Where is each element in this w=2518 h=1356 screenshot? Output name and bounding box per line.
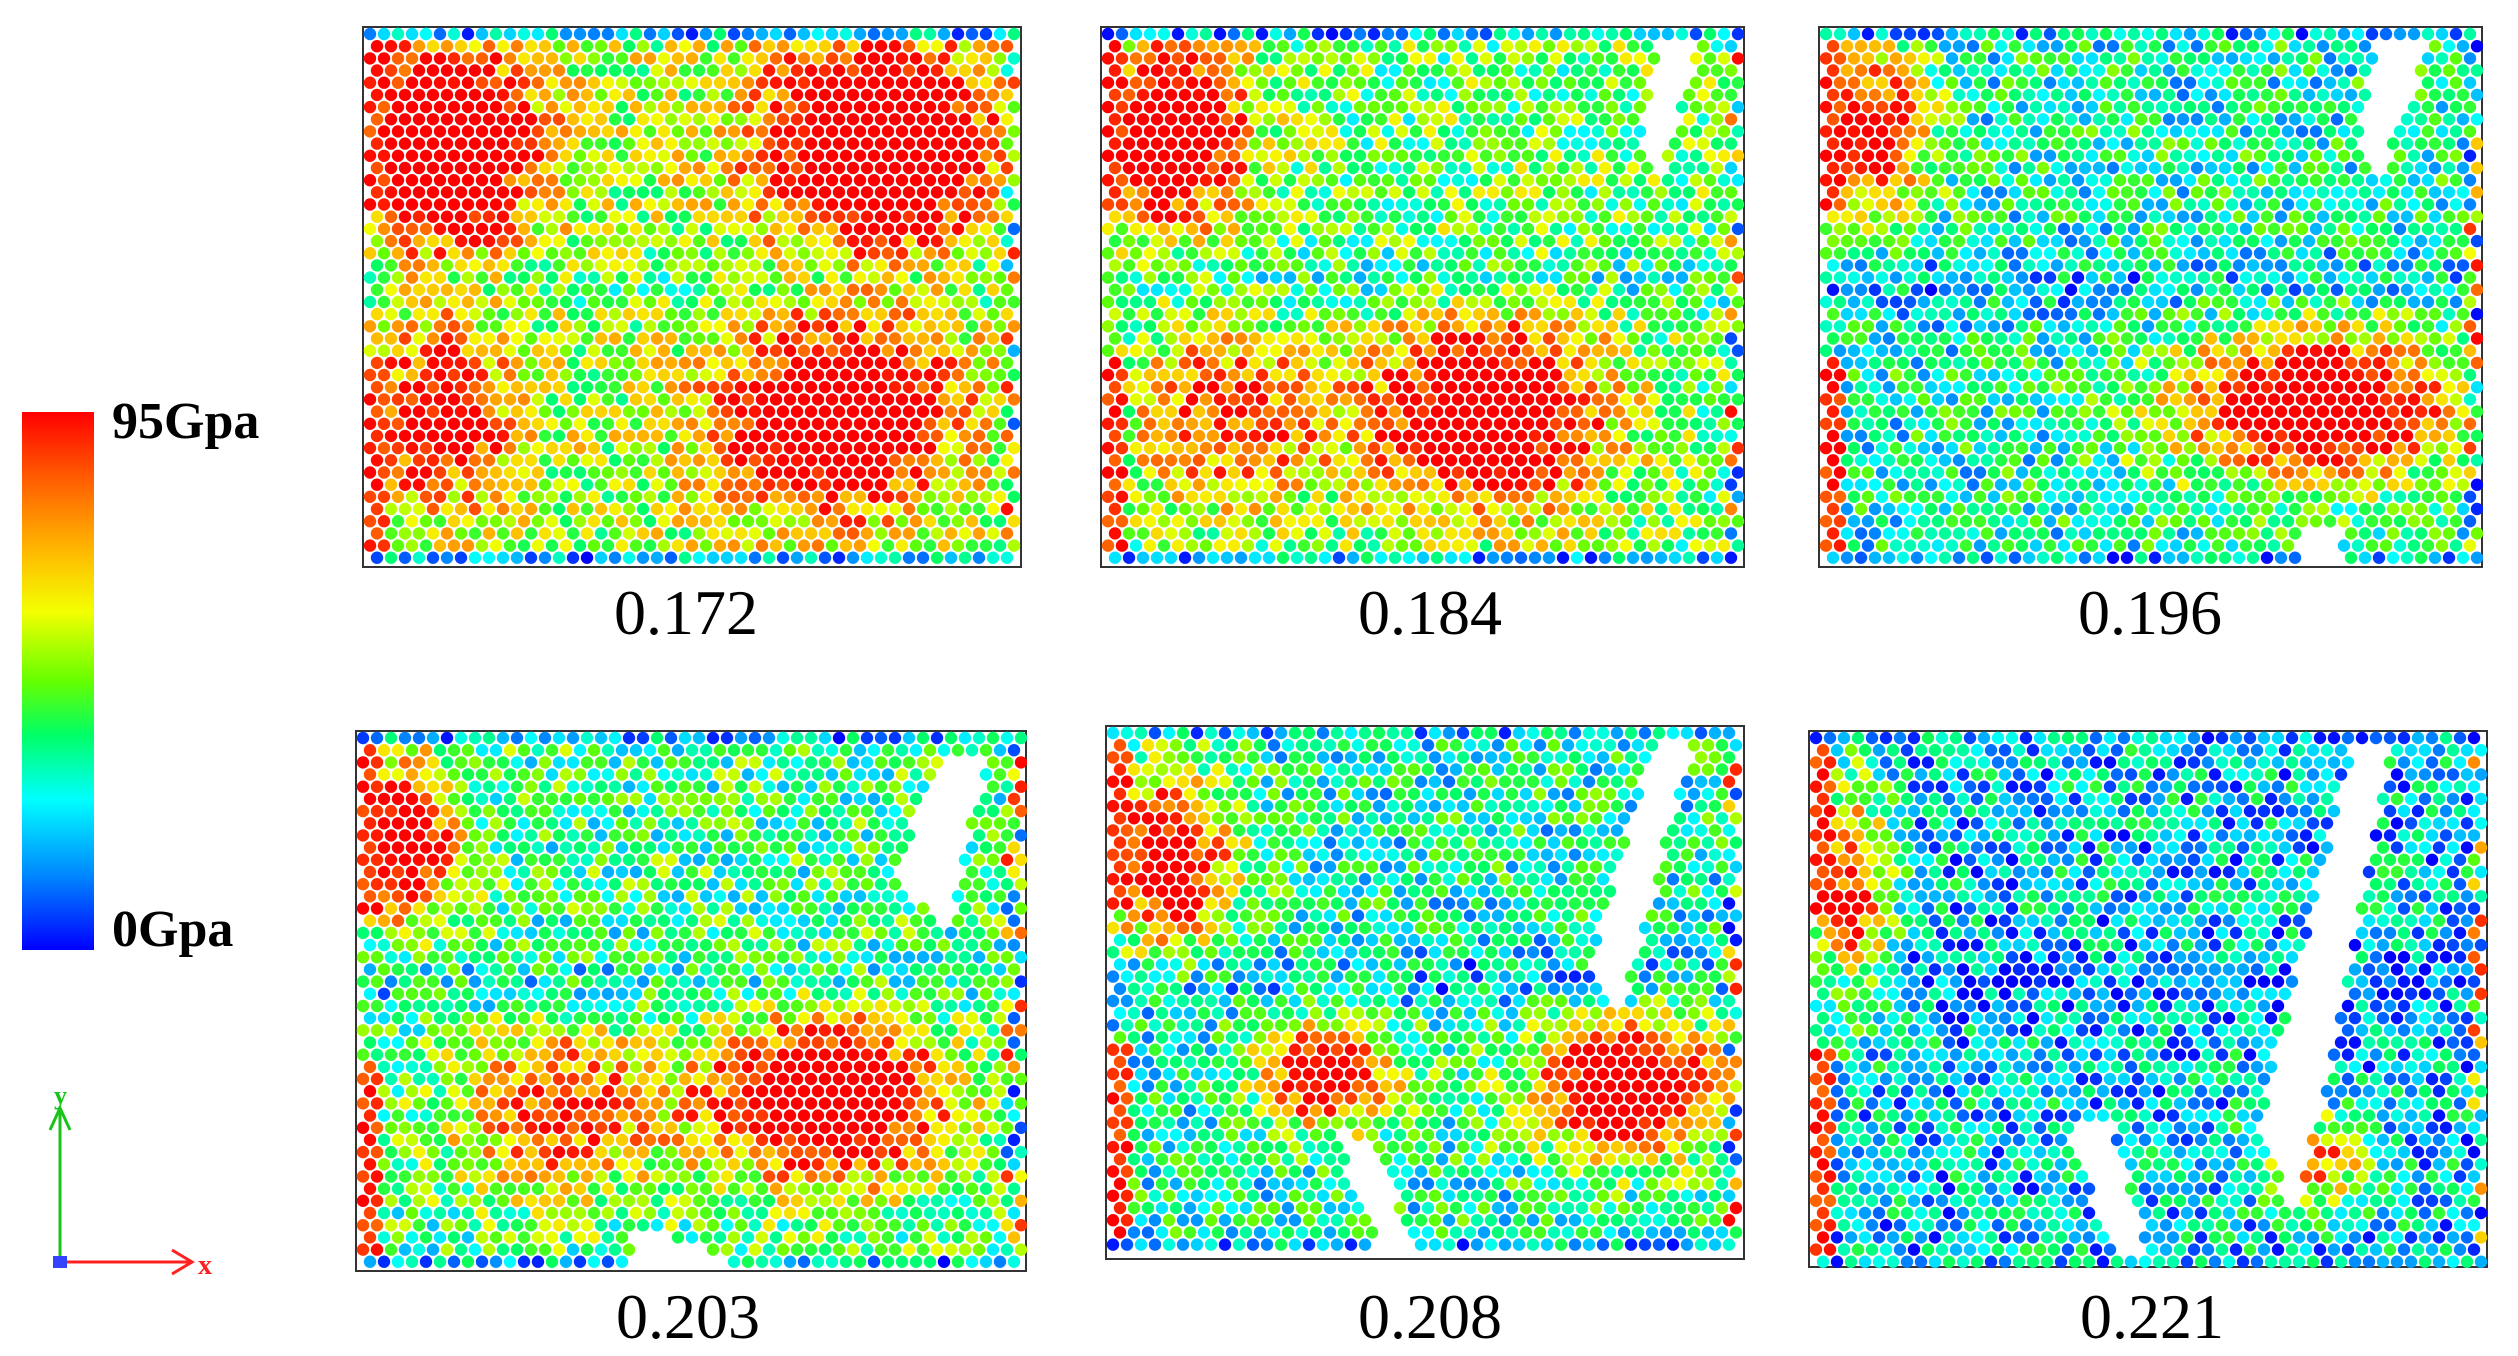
- colorbar-max-label: 95Gpa: [112, 393, 260, 450]
- axis-y-label: y: [54, 1090, 67, 1110]
- stress-colorbar: [22, 412, 94, 950]
- strain-panel-0172: [362, 26, 1022, 568]
- colorbar-min-label: 0Gpa: [112, 901, 234, 958]
- strain-caption: 0.172: [614, 577, 758, 648]
- strain-caption: 0.221: [2080, 1281, 2224, 1352]
- strain-caption: 0.208: [1358, 1281, 1502, 1352]
- strain-panel-0221: [1808, 730, 2488, 1268]
- strain-panel-0208: [1105, 725, 1745, 1260]
- strain-panel-0184: [1100, 26, 1745, 568]
- strain-panel-0203: [355, 730, 1027, 1272]
- strain-caption: 0.203: [616, 1281, 760, 1352]
- axis-triad-icon: y x: [48, 1090, 212, 1281]
- strain-caption: 0.184: [1358, 577, 1502, 648]
- axis-x-label: x: [198, 1250, 212, 1281]
- strain-caption: 0.196: [2078, 577, 2222, 648]
- strain-panel-0196: [1818, 26, 2483, 568]
